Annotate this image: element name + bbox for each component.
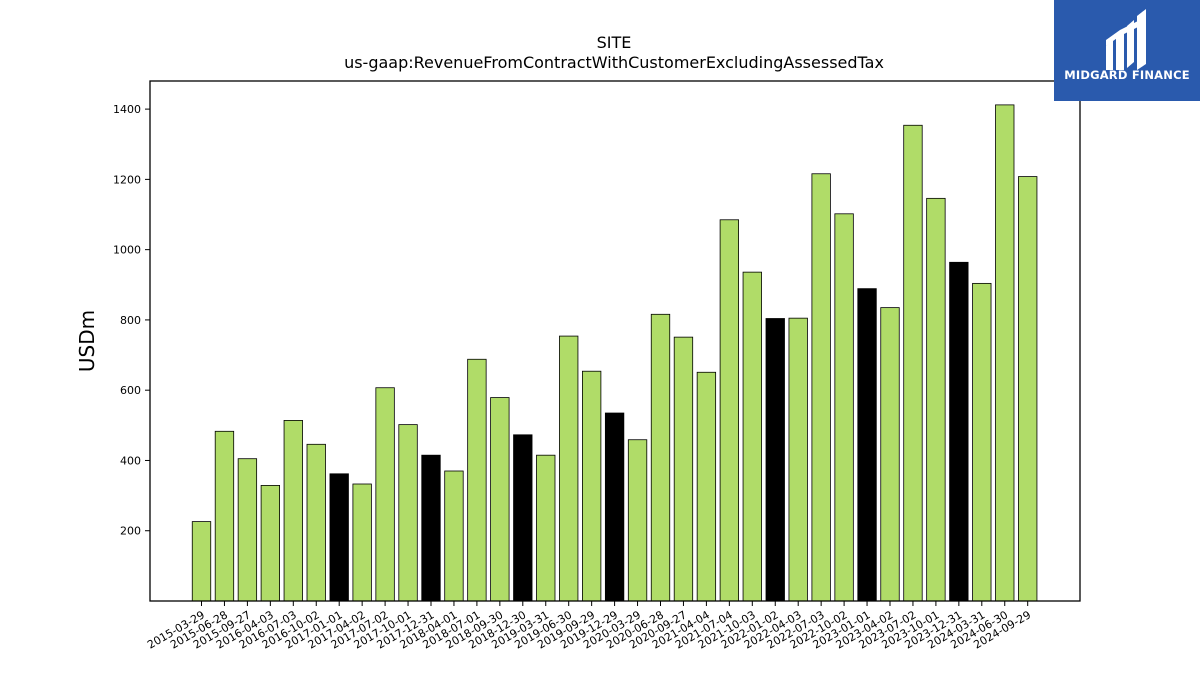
bar-2024-09-29 (1018, 176, 1038, 602)
bar-2021-10-03 (742, 271, 762, 602)
bar-2017-01-01 (329, 473, 349, 602)
bar-2020-09-27 (673, 336, 694, 602)
bar-2021-07-04 (719, 219, 739, 602)
y-tick-label: 400 (120, 454, 141, 467)
x-ticks-group: 2015-03-292015-06-282015-09-272016-04-03… (145, 601, 1033, 652)
y-tick-label: 600 (120, 384, 141, 397)
bar-2023-10-01 (926, 197, 946, 602)
bar-2018-09-30 (490, 397, 510, 602)
bar-2020-03-29 (627, 439, 648, 602)
y-tick-label: 800 (120, 314, 141, 327)
bar-2019-03-31 (536, 454, 556, 602)
bar-2016-04-03 (260, 485, 281, 602)
bar-2023-04-02 (880, 307, 900, 602)
bar-2018-12-30 (513, 434, 533, 602)
bar-2017-07-02 (375, 387, 395, 602)
bar-2017-10-01 (398, 424, 418, 602)
bar-2024-06-30 (995, 104, 1015, 602)
bar-2024-03-31 (972, 282, 992, 602)
bar-2022-07-03 (811, 173, 831, 602)
chart-subtitle: us-gaap:RevenueFromContractWithCustomerE… (344, 53, 884, 72)
bar-2023-07-02 (903, 124, 923, 602)
bar-2023-12-31 (949, 261, 969, 602)
bar-2023-01-01 (857, 288, 877, 602)
bar-2019-06-30 (559, 335, 579, 602)
bar-2015-06-28 (214, 430, 235, 602)
midgard-logo-icon (1106, 9, 1146, 70)
y-axis-label: USDm (75, 310, 99, 372)
bar-2018-04-01 (444, 470, 464, 602)
bar-2022-01-02 (765, 318, 785, 602)
bar-2015-03-29 (191, 521, 212, 602)
bar-2018-07-01 (467, 358, 487, 602)
y-tick-label: 1000 (113, 244, 141, 257)
bar-2020-06-28 (650, 313, 671, 602)
plot-frame (149, 80, 1081, 602)
bars-group (191, 104, 1038, 602)
bar-2022-04-03 (788, 317, 808, 602)
bar-2019-09-29 (582, 370, 602, 602)
bar-2016-10-02 (306, 443, 326, 602)
bar-2022-10-02 (834, 213, 854, 602)
y-tick-label: 1200 (113, 173, 141, 186)
bar-2016-07-03 (283, 420, 303, 602)
bar-2015-09-27 (237, 458, 258, 602)
y-ticks-group: 200 400 600 800 1000 1200 1400 (113, 103, 150, 538)
bar-2021-04-04 (696, 371, 717, 602)
y-tick-label: 200 (120, 525, 141, 538)
y-tick-label: 1400 (113, 103, 141, 116)
bar-2017-12-31 (421, 454, 441, 602)
bar-2017-04-02 (352, 483, 372, 602)
brand-logo: MIDGARD FINANCE (1054, 0, 1200, 101)
chart-title: SITE (597, 33, 632, 52)
brand-logo-text: MIDGARD FINANCE (1064, 68, 1190, 82)
bar-2019-12-29 (604, 412, 625, 602)
